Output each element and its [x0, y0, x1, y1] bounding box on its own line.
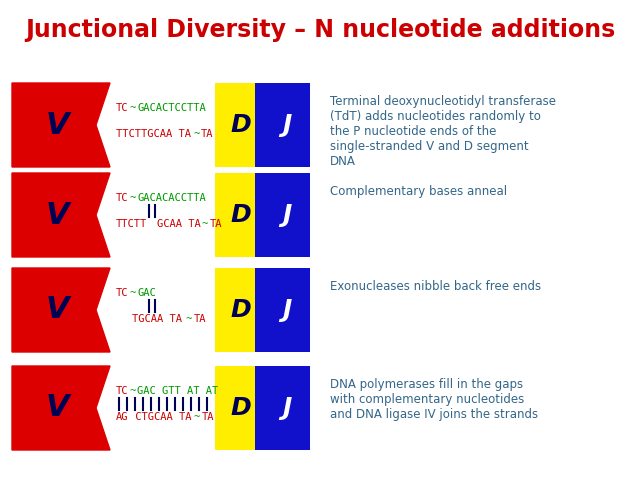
- Text: TA: TA: [194, 314, 207, 324]
- Text: CTGCAA TA: CTGCAA TA: [129, 412, 191, 422]
- Text: D: D: [230, 113, 252, 137]
- Bar: [255, 268, 310, 352]
- Text: AG: AG: [116, 412, 129, 422]
- Text: V: V: [45, 394, 69, 422]
- Text: TTCTTGCAA TA: TTCTTGCAA TA: [116, 129, 191, 139]
- Text: TC: TC: [116, 386, 129, 396]
- Text: TC: TC: [116, 103, 129, 113]
- Bar: [215, 83, 255, 167]
- Text: D: D: [230, 396, 252, 420]
- Bar: [255, 366, 310, 450]
- Text: J: J: [282, 396, 291, 420]
- Bar: [215, 366, 255, 450]
- Text: DNA polymerases fill in the gaps
with complementary nucleotides
and DNA ligase I: DNA polymerases fill in the gaps with co…: [330, 378, 538, 421]
- Text: ~: ~: [186, 314, 192, 324]
- Text: ~: ~: [202, 219, 208, 229]
- Text: TC: TC: [116, 193, 129, 203]
- Text: V: V: [45, 110, 69, 140]
- Text: J: J: [282, 203, 291, 227]
- Text: ~: ~: [129, 386, 135, 396]
- Text: Junctional Diversity – N nucleotide additions: Junctional Diversity – N nucleotide addi…: [25, 18, 615, 42]
- Text: ~: ~: [194, 412, 200, 422]
- Bar: [215, 173, 255, 257]
- Text: TGCAA TA: TGCAA TA: [132, 314, 182, 324]
- Text: ~: ~: [129, 193, 135, 203]
- Text: GAC GTT AT AT: GAC GTT AT AT: [137, 386, 218, 396]
- Text: ~: ~: [193, 129, 199, 139]
- Text: Terminal deoxynucleotidyl transferase
(TdT) adds nucleotides randomly to
the P n: Terminal deoxynucleotidyl transferase (T…: [330, 95, 556, 168]
- Text: J: J: [282, 298, 291, 322]
- Text: Exonucleases nibble back free ends: Exonucleases nibble back free ends: [330, 280, 541, 293]
- Bar: [255, 173, 310, 257]
- Bar: [215, 268, 255, 352]
- Polygon shape: [12, 268, 110, 352]
- Text: D: D: [230, 298, 252, 322]
- Text: TA: TA: [201, 129, 214, 139]
- Text: ~: ~: [129, 288, 135, 298]
- Polygon shape: [12, 173, 110, 257]
- Text: GAC: GAC: [137, 288, 156, 298]
- Text: GACACTCCTTA: GACACTCCTTA: [137, 103, 205, 113]
- Text: V: V: [45, 201, 69, 229]
- Text: Complementary bases anneal: Complementary bases anneal: [330, 185, 507, 198]
- Polygon shape: [12, 366, 110, 450]
- Polygon shape: [12, 83, 110, 167]
- Text: TTCTT: TTCTT: [116, 219, 147, 229]
- Text: V: V: [45, 296, 69, 324]
- Text: D: D: [230, 203, 252, 227]
- Text: GCAA TA: GCAA TA: [157, 219, 201, 229]
- Text: GACACACCTTA: GACACACCTTA: [137, 193, 205, 203]
- Text: J: J: [282, 113, 291, 137]
- Bar: [255, 83, 310, 167]
- Text: TA: TA: [210, 219, 223, 229]
- Text: ~: ~: [129, 103, 135, 113]
- Text: TC: TC: [116, 288, 129, 298]
- Text: TA: TA: [202, 412, 214, 422]
